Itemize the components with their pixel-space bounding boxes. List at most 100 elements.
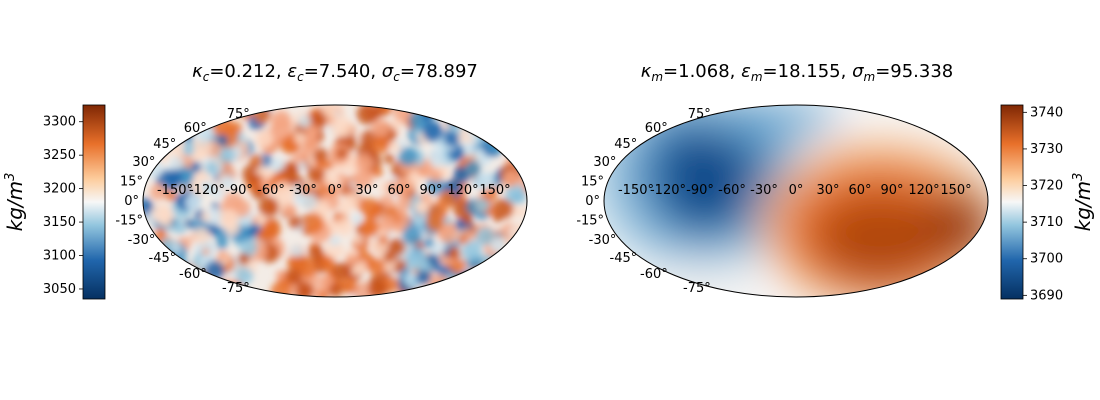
noise-cell [143,130,154,144]
noise-cell [397,208,407,218]
noise-cell [190,161,202,173]
noise-cell [294,132,306,145]
noise-cell [438,190,457,209]
noise-cell [285,268,302,285]
noise-cell [486,136,504,154]
noise-cell [496,266,509,278]
lat-tick-label: -60° [179,267,207,282]
noise-cell [516,206,527,218]
noise-cell [217,250,228,261]
noise-cell [441,281,463,297]
noise-cell [470,265,492,287]
noise-cell [423,237,435,249]
right-blob-deep-blue [657,120,753,230]
noise-cell [397,195,412,211]
noise-cell [393,177,413,197]
noise-cell [422,105,439,118]
noise-cell [518,142,527,153]
lat-tick-label: -30° [589,233,617,248]
noise-cell [335,217,354,237]
left-colorbar-bar [82,104,106,300]
noise-cell [508,133,527,155]
right-lat-ticks: 75° 60° 45° 30° 15° 0° -15° -30° -45°-60° -75° [576,107,710,296]
noise-cell [352,214,362,225]
noise-cell [356,105,378,125]
noise-cell [475,171,494,191]
noise-cell [144,277,158,290]
noise-cell [426,176,445,195]
right-colorbar: 3690 3700 3710 3720 3730 3740 kg/m3 [1000,104,1095,303]
noise-cell [143,126,150,135]
noise-cell [290,245,303,258]
noise-cell [463,146,475,158]
noise-cell [143,281,157,297]
noise-cell [505,126,523,143]
right-map-outline [603,104,989,298]
colorbar-tick-label: 3100 [43,249,76,264]
lat-tick-label: 30° [593,155,616,170]
noise-cell [169,218,178,227]
lon-tick-label: -60° [257,183,285,198]
noise-cell [308,245,324,261]
right-blob-east-dark [925,190,988,260]
noise-cell [185,194,202,211]
noise-cell [149,183,167,201]
noise-cell [237,253,250,266]
noise-cell [251,216,260,225]
noise-cell [336,148,348,160]
noise-cell [190,280,210,297]
noise-cell [341,278,358,295]
noise-cell [339,204,351,216]
noise-cell [354,261,367,274]
noise-cell [253,107,271,124]
noise-cell [182,143,195,156]
noise-cell [251,185,266,200]
noise-cell [256,231,266,241]
noise-cell [143,276,151,288]
lat-tick-label: -15° [115,214,143,229]
lon-tick-label: 30° [816,183,839,198]
lon-tick-label: 60° [387,183,410,198]
lon-tick-label: 90° [419,183,442,198]
noise-cell [367,279,388,297]
noise-cell [220,175,235,190]
noise-cell [459,125,478,144]
noise-cell [200,105,222,121]
noise-cell [388,140,399,151]
noise-cell [502,270,518,286]
noise-cell [378,235,388,245]
lon-tick-label: 120° [447,183,478,198]
noise-cell [492,291,502,297]
lon-tick-label: -120° [189,183,225,198]
colorbar-tick-label: 3300 [43,115,76,130]
noise-cell [504,183,525,204]
noise-cell [336,173,348,185]
noise-cell [426,213,444,232]
noise-cell [463,279,473,290]
noise-cell [300,184,311,195]
noise-cell [318,275,333,289]
noise-cell [510,250,527,268]
colorbar-tick-label: 3150 [43,215,76,230]
noise-cell [323,171,339,187]
noise-cell [204,260,225,281]
noise-cell [499,256,510,267]
noise-cell [488,105,507,116]
noise-cell [329,235,341,247]
lat-tick-label: 75° [227,107,250,122]
noise-cell [368,258,386,276]
lat-tick-label: 0° [585,194,600,209]
noise-cell [283,204,297,218]
noise-cell [517,249,527,258]
noise-cell [475,198,490,213]
noise-cell [288,164,300,176]
noise-cell [461,270,483,291]
noise-cell [330,116,353,138]
noise-cell [371,118,390,138]
colorbar-tick-label: 3050 [43,282,76,297]
colorbar-tick-label: 3690 [1030,288,1063,303]
lat-tick-label: 15° [581,174,604,189]
noise-cell [515,137,527,152]
noise-cell [193,227,211,245]
noise-cell [460,270,473,284]
